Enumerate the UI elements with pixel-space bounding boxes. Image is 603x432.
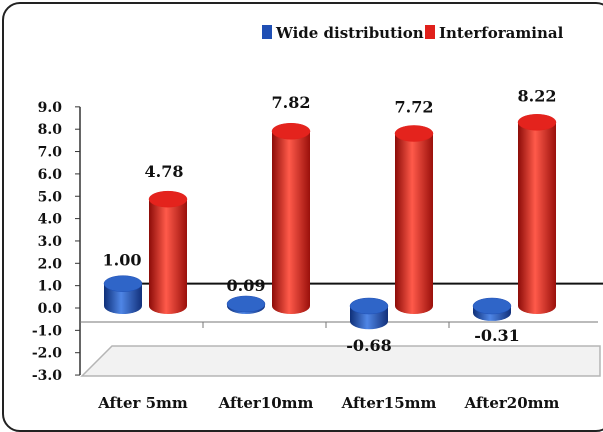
bar-wide-distribution	[349, 297, 389, 330]
y-tick-label: 1.0	[38, 279, 63, 295]
bar-wide-distribution	[472, 297, 512, 321]
bar-interforaminal	[394, 125, 434, 314]
data-label: 0.09	[227, 276, 266, 295]
y-tick-label: 3.0	[38, 234, 63, 250]
x-tick-label: After 5mm	[97, 394, 188, 412]
y-tick-label: 7.0	[38, 145, 63, 161]
data-label: 1.00	[103, 251, 142, 270]
data-label: 8.22	[518, 86, 557, 105]
legend-label: Interforaminal	[439, 24, 564, 42]
y-tick-label: -3.0	[32, 368, 62, 384]
y-tick-label: -1.0	[32, 323, 62, 339]
x-tick-label: After20mm	[464, 394, 560, 412]
bar-interforaminal	[271, 122, 311, 314]
y-tick-label: 8.0	[38, 122, 63, 138]
bar-interforaminal	[148, 190, 188, 314]
bar-chart: 9.0 8.0 7.0 6.0 5.0 4.0 3.0 2.0 1.0 0.0 -1.0 -2.0 -3…	[32, 24, 603, 412]
x-tick-label: After10mm	[218, 394, 314, 412]
data-label: 4.78	[145, 162, 184, 181]
chart-floor	[80, 345, 601, 377]
bar-wide-distribution	[103, 275, 143, 314]
data-label: -0.31	[474, 326, 520, 345]
data-label: 7.82	[272, 93, 311, 112]
y-tick-label: 5.0	[38, 189, 63, 205]
y-tick-label: 6.0	[38, 167, 63, 183]
legend-swatch	[262, 25, 272, 39]
legend: Wide distribution Interforaminal	[262, 24, 564, 42]
bar-interforaminal	[517, 114, 557, 314]
y-tick-label: 4.0	[38, 212, 63, 228]
y-tick-label: 9.0	[38, 100, 63, 116]
y-tick-label: 2.0	[38, 256, 63, 272]
y-tick-label: 0.0	[38, 301, 63, 317]
x-tick-label: After15mm	[341, 394, 437, 412]
data-label: 7.72	[395, 97, 434, 116]
legend-label: Wide distribution	[275, 24, 424, 42]
y-tick-label: -2.0	[32, 346, 62, 362]
bar-wide-distribution	[226, 295, 266, 314]
data-label: -0.68	[346, 336, 392, 355]
legend-swatch	[425, 25, 435, 39]
